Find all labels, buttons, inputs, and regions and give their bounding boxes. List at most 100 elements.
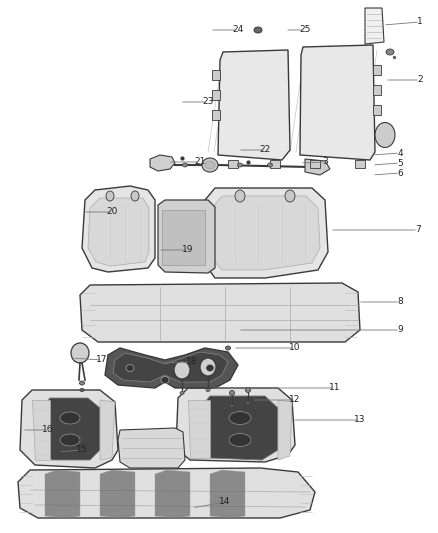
Bar [212,110,220,120]
Bar [355,160,365,168]
Text: 2: 2 [417,76,423,85]
Polygon shape [88,198,149,266]
Polygon shape [365,8,384,44]
Ellipse shape [375,123,395,148]
Ellipse shape [254,27,262,33]
Polygon shape [188,400,210,458]
Ellipse shape [268,163,272,167]
Ellipse shape [229,433,251,447]
Polygon shape [105,348,238,388]
Text: 10: 10 [289,343,301,352]
Polygon shape [155,470,190,518]
Polygon shape [176,388,295,462]
Text: 5: 5 [397,158,403,167]
Bar [212,70,220,80]
Polygon shape [118,428,185,468]
Ellipse shape [126,365,134,372]
Ellipse shape [174,361,190,379]
Text: 8: 8 [397,297,403,306]
Bar [373,85,381,95]
Text: 11: 11 [329,384,341,392]
Text: 13: 13 [354,416,366,424]
Polygon shape [100,400,115,460]
Text: 6: 6 [397,168,403,177]
Polygon shape [45,470,80,518]
Text: 23: 23 [202,98,214,107]
Bar [228,160,238,168]
Ellipse shape [161,376,169,384]
Ellipse shape [106,191,114,201]
Text: 12: 12 [290,395,301,405]
Ellipse shape [80,381,85,385]
Polygon shape [198,396,278,460]
Ellipse shape [80,389,84,392]
Text: 19: 19 [182,246,194,254]
Ellipse shape [180,392,184,394]
Text: 3: 3 [322,157,328,166]
Ellipse shape [71,343,89,363]
Ellipse shape [272,98,278,102]
Polygon shape [305,159,330,175]
Ellipse shape [237,163,243,167]
Ellipse shape [229,411,251,424]
Ellipse shape [230,405,234,408]
Ellipse shape [206,389,210,392]
Text: 18: 18 [186,358,198,367]
Text: 17: 17 [96,356,108,365]
Ellipse shape [200,358,216,376]
Ellipse shape [246,401,250,405]
Text: 7: 7 [415,225,421,235]
Text: 24: 24 [233,26,244,35]
Polygon shape [210,196,320,270]
Text: 1: 1 [417,18,423,27]
Polygon shape [100,470,135,518]
Text: 25: 25 [299,26,311,35]
Ellipse shape [202,158,218,172]
Bar [270,160,280,168]
Polygon shape [20,390,118,468]
Polygon shape [210,470,245,518]
Polygon shape [113,352,228,382]
Polygon shape [162,210,205,265]
Bar [310,160,320,168]
Ellipse shape [305,117,311,123]
Ellipse shape [206,365,214,372]
Text: 22: 22 [259,146,271,155]
Ellipse shape [305,93,311,98]
Bar [212,90,220,100]
Ellipse shape [230,391,234,395]
Ellipse shape [272,123,278,127]
Ellipse shape [60,434,80,446]
Polygon shape [82,186,155,272]
Text: 21: 21 [194,157,206,166]
Polygon shape [80,283,360,342]
Ellipse shape [272,72,278,77]
Text: 4: 4 [397,149,403,157]
Ellipse shape [285,190,295,202]
Bar [373,105,381,115]
Polygon shape [300,45,375,160]
Text: 9: 9 [397,326,403,335]
Polygon shape [278,400,292,460]
Text: 15: 15 [76,446,88,455]
Ellipse shape [235,190,245,202]
Polygon shape [32,400,50,460]
Ellipse shape [183,163,187,167]
Ellipse shape [131,191,139,201]
Ellipse shape [246,387,251,392]
Text: 16: 16 [42,425,54,434]
Ellipse shape [386,49,394,55]
Ellipse shape [226,346,230,350]
Text: 14: 14 [219,497,231,506]
Polygon shape [158,200,215,273]
Polygon shape [218,50,290,160]
Ellipse shape [305,68,311,72]
Ellipse shape [205,161,215,169]
Bar [373,65,381,75]
Polygon shape [150,155,175,171]
Ellipse shape [60,412,80,424]
Polygon shape [40,398,100,460]
Text: 20: 20 [106,207,118,216]
Polygon shape [18,468,315,518]
Polygon shape [202,188,328,278]
